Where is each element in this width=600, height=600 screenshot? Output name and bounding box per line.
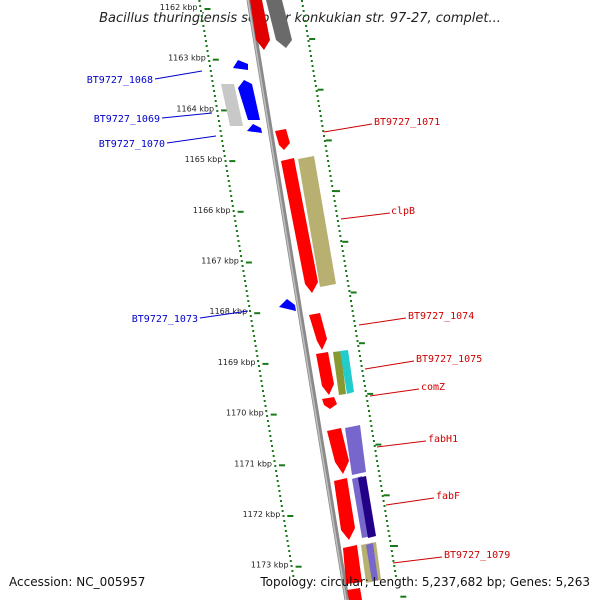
accession-text: Accession: NC_005957 [9, 575, 145, 589]
ruler-major-tick [204, 8, 211, 10]
gene-label-clpB[interactable]: clpB [391, 206, 415, 217]
sequence-backbone [246, 0, 350, 600]
ruler-tick-label: 1170 kbp [226, 409, 264, 418]
ruler-tick-label: 1163 kbp [168, 54, 206, 63]
orf-feature[interactable] [358, 476, 376, 538]
feature-track-dots [301, 0, 407, 598]
cds-feature[interactable] [327, 428, 349, 474]
gene-label-BT9727_1074[interactable]: BT9727_1074 [408, 311, 474, 322]
orf-feature[interactable] [266, 0, 292, 48]
cds-feature[interactable] [309, 313, 327, 350]
left-gene-labels: BT9727_1068 BT9727_1069 BT9727_1070 BT97… [87, 75, 198, 325]
ruler-major-tick [245, 261, 252, 264]
gene-features [221, 0, 381, 600]
map-title: Bacillus thuringiensis serovar konkukian… [99, 11, 501, 26]
topology-text: Topology: circular; Length: 5,237,682 bp… [259, 575, 590, 589]
ruler-major-tick [279, 464, 285, 467]
ruler-tick-label: 1169 kbp [218, 358, 256, 367]
scale-ruler: 1162 kbp 1163 kbp 1164 kbp 1165 kbp 1166 kbp… [160, 0, 302, 577]
ruler-major-tick [262, 362, 269, 365]
track-tick [334, 190, 340, 193]
track-tick [325, 139, 332, 142]
track-tick [392, 545, 398, 547]
label-leaders [154, 70, 443, 564]
ruler-tick-label: 1166 kbp [193, 206, 231, 215]
ruler-major-tick [295, 565, 302, 568]
ruler-tick-label: 1167 kbp [201, 257, 239, 266]
gene-label-BT9727_1075[interactable]: BT9727_1075 [416, 354, 482, 365]
track-tick [350, 291, 357, 294]
orf-feature[interactable] [298, 156, 336, 287]
orf-feature[interactable] [345, 425, 366, 475]
track-tick [367, 392, 374, 395]
track-tick [342, 240, 349, 243]
ruler-tick-label: 1173 kbp [251, 561, 289, 570]
orf-feature[interactable] [366, 543, 378, 581]
right-gene-labels: BT9727_1071 clpB BT9727_1074 BT9727_1075… [374, 117, 510, 561]
ruler-tick-label: 1168 kbp [209, 307, 247, 316]
orf-feature[interactable] [333, 351, 346, 395]
gene-label-BT9727_1079[interactable]: BT9727_1079 [444, 550, 510, 561]
gene-label-fabH1[interactable]: fabH1 [428, 434, 458, 445]
track-tick [400, 595, 407, 598]
ruler-major-tick [212, 58, 219, 61]
cds-reverse-feature[interactable] [238, 80, 260, 120]
track-tick [317, 88, 324, 91]
gene-label-BT9727_1068[interactable]: BT9727_1068 [87, 75, 153, 86]
gene-label-fabF[interactable]: fabF [436, 491, 460, 502]
gene-label-BT9727_1073[interactable]: BT9727_1073 [132, 314, 198, 325]
ruler-major-tick [237, 210, 244, 213]
track-tick [309, 38, 316, 40]
cds-feature[interactable] [281, 158, 318, 293]
ruler-major-tick [270, 413, 277, 416]
ruler-major-tick [221, 109, 228, 112]
ruler-tick-label: 1164 kbp [176, 104, 214, 113]
cds-feature[interactable] [275, 129, 290, 150]
ruler-major-tick [287, 515, 294, 517]
gene-label-BT9727_1069[interactable]: BT9727_1069 [94, 114, 160, 125]
gene-label-BT9727_1070[interactable]: BT9727_1070 [99, 139, 165, 150]
cds-feature[interactable] [343, 545, 362, 584]
cds-feature[interactable] [316, 352, 334, 395]
cds-feature[interactable] [250, 0, 270, 50]
track-tick [358, 342, 365, 345]
ruler-tick-label: 1172 kbp [243, 510, 281, 519]
cds-reverse-feature[interactable] [233, 60, 248, 70]
cds-reverse-feature[interactable] [247, 124, 262, 133]
ruler-tick-label: 1171 kbp [234, 459, 272, 468]
ruler-major-tick [229, 160, 236, 163]
ruler-tick-label: 1165 kbp [185, 155, 223, 164]
cds-feature[interactable] [347, 588, 362, 600]
track-tick [375, 443, 382, 446]
ruler-major-tick [254, 312, 261, 315]
orf-feature[interactable] [221, 84, 243, 126]
cds-feature[interactable] [322, 397, 337, 409]
orf-feature[interactable] [340, 350, 354, 394]
cds-reverse-feature[interactable] [279, 299, 296, 311]
ruler-tick-label: 1162 kbp [160, 3, 198, 12]
cds-feature[interactable] [334, 478, 355, 540]
gene-label-BT9727_1071[interactable]: BT9727_1071 [374, 117, 440, 128]
gene-label-comZ[interactable]: comZ [421, 382, 445, 393]
track-tick [383, 494, 390, 497]
